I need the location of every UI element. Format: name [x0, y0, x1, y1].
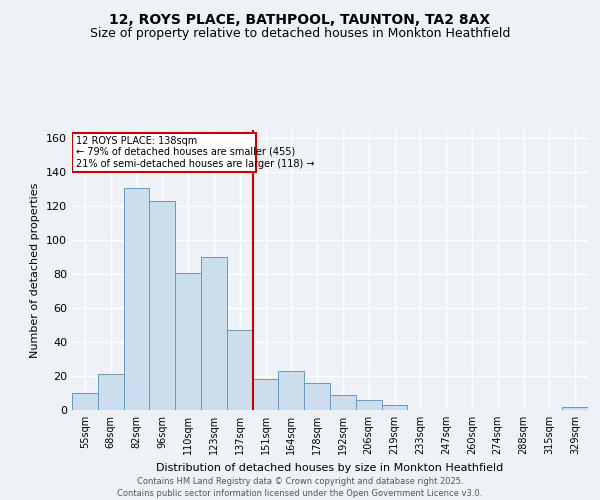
Bar: [304, 383, 330, 410]
Bar: [149, 202, 175, 410]
Bar: [330, 394, 356, 410]
Bar: [98, 374, 124, 410]
Y-axis label: Number of detached properties: Number of detached properties: [31, 182, 40, 358]
Bar: [253, 380, 278, 410]
Text: Size of property relative to detached houses in Monkton Heathfield: Size of property relative to detached ho…: [90, 28, 510, 40]
Text: 12 ROYS PLACE: 138sqm: 12 ROYS PLACE: 138sqm: [76, 136, 197, 146]
Text: 12, ROYS PLACE, BATHPOOL, TAUNTON, TA2 8AX: 12, ROYS PLACE, BATHPOOL, TAUNTON, TA2 8…: [109, 12, 491, 26]
Text: Contains public sector information licensed under the Open Government Licence v3: Contains public sector information licen…: [118, 489, 482, 498]
Bar: [562, 406, 588, 410]
Text: ← 79% of detached houses are smaller (455): ← 79% of detached houses are smaller (45…: [76, 147, 295, 157]
X-axis label: Distribution of detached houses by size in Monkton Heathfield: Distribution of detached houses by size …: [157, 462, 503, 472]
Text: 21% of semi-detached houses are larger (118) →: 21% of semi-detached houses are larger (…: [76, 159, 314, 169]
Bar: [201, 258, 227, 410]
Bar: [227, 330, 253, 410]
Bar: [278, 371, 304, 410]
Text: Contains HM Land Registry data © Crown copyright and database right 2025.: Contains HM Land Registry data © Crown c…: [137, 478, 463, 486]
Bar: [124, 188, 149, 410]
FancyBboxPatch shape: [72, 134, 256, 172]
Bar: [382, 405, 407, 410]
Bar: [356, 400, 382, 410]
Bar: [175, 272, 201, 410]
Bar: [72, 393, 98, 410]
